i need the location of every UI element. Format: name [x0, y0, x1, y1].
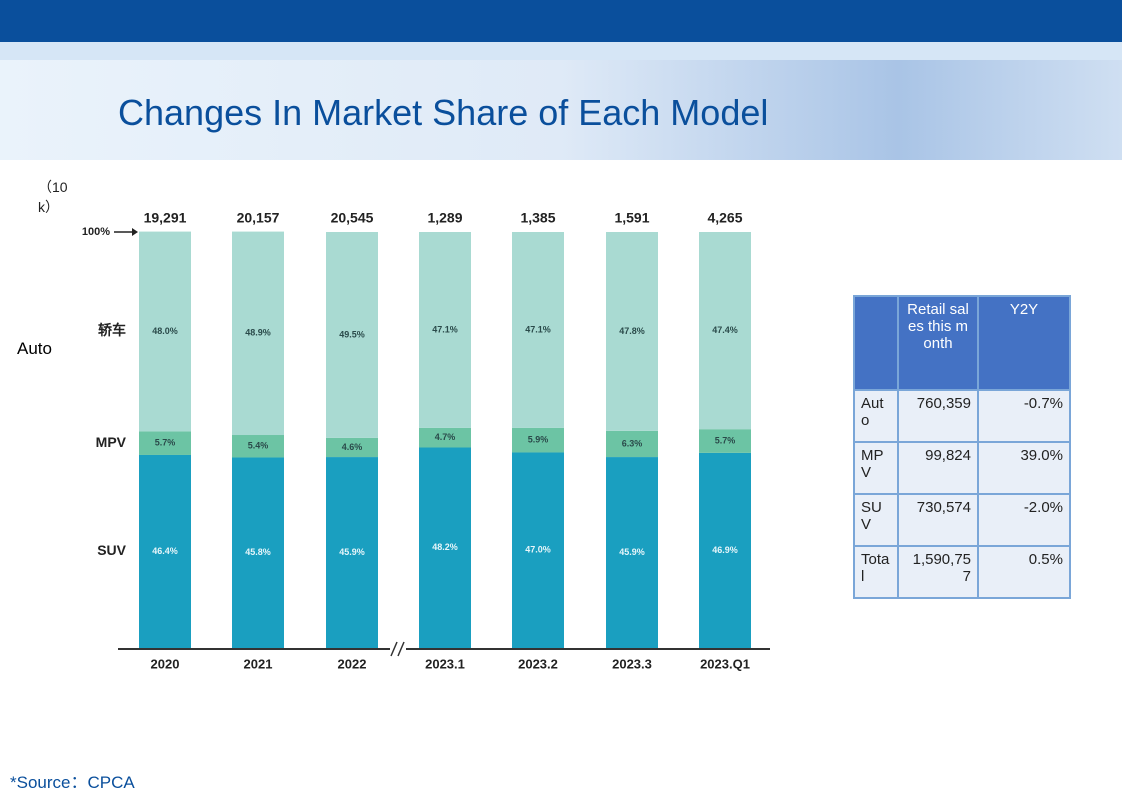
- table-cell: 760,359: [897, 389, 979, 443]
- table-row: SUV 730,574 -2.0%: [853, 493, 1071, 547]
- value-label: 47.8%: [619, 326, 645, 336]
- banner: [0, 60, 1122, 160]
- bar-segment: [512, 452, 564, 648]
- table-cell: 99,824: [897, 441, 979, 495]
- value-label: 48.9%: [245, 328, 271, 338]
- value-label: 45.9%: [619, 547, 645, 557]
- series-label: MPV: [96, 434, 127, 450]
- top-bar: [0, 0, 1122, 42]
- bar-segment: [606, 232, 658, 431]
- source: *Source：CPCA: [10, 773, 135, 792]
- value-label: 45.9%: [339, 547, 365, 557]
- table-cell: Total: [853, 545, 899, 599]
- value-label: 5.7%: [155, 437, 176, 447]
- x-tick-label: 2020: [151, 656, 180, 671]
- x-tick-label: 2023.2: [518, 656, 558, 671]
- table-cell: -0.7%: [977, 389, 1071, 443]
- table-cell: 730,574: [897, 493, 979, 547]
- value-label: 4.7%: [435, 432, 456, 442]
- table-cell: Auto: [853, 389, 899, 443]
- value-label: 47.0%: [525, 545, 551, 555]
- value-label: 47.4%: [712, 325, 738, 335]
- total-label: 20,545: [331, 210, 374, 226]
- value-label: 49.5%: [339, 329, 365, 339]
- bar-segment: [139, 454, 191, 648]
- table-cell: 1,590,757: [897, 545, 979, 599]
- table-cell: -2.0%: [977, 493, 1071, 547]
- table-row: MPV 99,824 39.0%: [853, 441, 1071, 495]
- bar-segment: [699, 452, 751, 648]
- unit-label: （10k）: [38, 179, 68, 215]
- sales-table: Retail sales this month Y2Y Auto 760,359 -0.…: [853, 295, 1071, 599]
- total-label: 4,265: [707, 210, 742, 226]
- header-cell: Y2Y: [977, 295, 1071, 391]
- chart: 100% 46.4% SUV 5.7% MPV 48.0% 轿车 19,291 2020 45.8…: [82, 210, 770, 671]
- table-cell: SUV: [853, 493, 899, 547]
- band: [0, 42, 1122, 60]
- bar-segment: [699, 429, 751, 453]
- value-label: 5.9%: [528, 435, 549, 445]
- bar-segment: [326, 437, 378, 458]
- value-label: 6.3%: [622, 438, 643, 448]
- total-label: 19,291: [144, 210, 187, 226]
- total-label: 20,157: [237, 210, 280, 226]
- total-label: 1,385: [520, 210, 555, 226]
- arrow-head: [132, 228, 138, 236]
- bar-segment: [606, 457, 658, 648]
- series-label: SUV: [97, 542, 126, 558]
- header-cell: [853, 295, 899, 391]
- y-tick-label: 100%: [82, 226, 110, 238]
- value-label: 46.4%: [152, 546, 178, 556]
- bar-segment: [232, 457, 284, 648]
- bar-segment: [326, 232, 378, 438]
- table-body: Auto 760,359 -0.7% MPV 99,824 39.0% SUV 730,574…: [853, 389, 1071, 599]
- bar-segment: [139, 431, 191, 455]
- bar-segment: [326, 457, 378, 648]
- side-label: Auto: [17, 339, 52, 358]
- total-label: 1,289: [427, 210, 462, 226]
- header-cell: Retail sales this month: [897, 295, 979, 391]
- bar-segment: [232, 231, 284, 436]
- x-tick-label: 2023.Q1: [700, 656, 750, 671]
- header-row: Retail sales this month Y2Y: [853, 295, 1071, 391]
- bar-segment: [419, 447, 471, 648]
- bar-segment: [606, 430, 658, 458]
- value-label: 48.2%: [432, 542, 458, 552]
- value-label: 46.9%: [712, 545, 738, 555]
- bar-segment: [699, 232, 751, 430]
- axis-break: [390, 641, 405, 657]
- bar-segment: [419, 427, 471, 448]
- bar-segment: [232, 435, 284, 458]
- table-row: Total 1,590,757 0.5%: [853, 545, 1071, 599]
- table-row: Auto 760,359 -0.7%: [853, 389, 1071, 443]
- x-tick-label: 2022: [338, 656, 367, 671]
- x-tick-label: 2021: [244, 656, 273, 671]
- bar-segment: [139, 231, 191, 432]
- value-label: 4.6%: [342, 442, 363, 452]
- value-label: 45.8%: [245, 547, 271, 557]
- table-cell: 0.5%: [977, 545, 1071, 599]
- value-label: 47.1%: [432, 324, 458, 334]
- series-label: 轿车: [98, 322, 126, 338]
- bar-segment: [512, 232, 564, 428]
- slide-title: Changes In Market Share of Each Model: [118, 92, 769, 133]
- value-label: 47.1%: [525, 324, 551, 334]
- value-label: 5.4%: [248, 441, 269, 451]
- table-cell: 39.0%: [977, 441, 1071, 495]
- table-cell: MPV: [853, 441, 899, 495]
- total-label: 1,591: [614, 210, 649, 226]
- x-tick-label: 2023.1: [425, 656, 465, 671]
- value-label: 5.7%: [715, 435, 736, 445]
- bar-segment: [419, 232, 471, 428]
- value-label: 48.0%: [152, 326, 178, 336]
- x-tick-label: 2023.3: [612, 656, 652, 671]
- bar-segment: [512, 427, 564, 453]
